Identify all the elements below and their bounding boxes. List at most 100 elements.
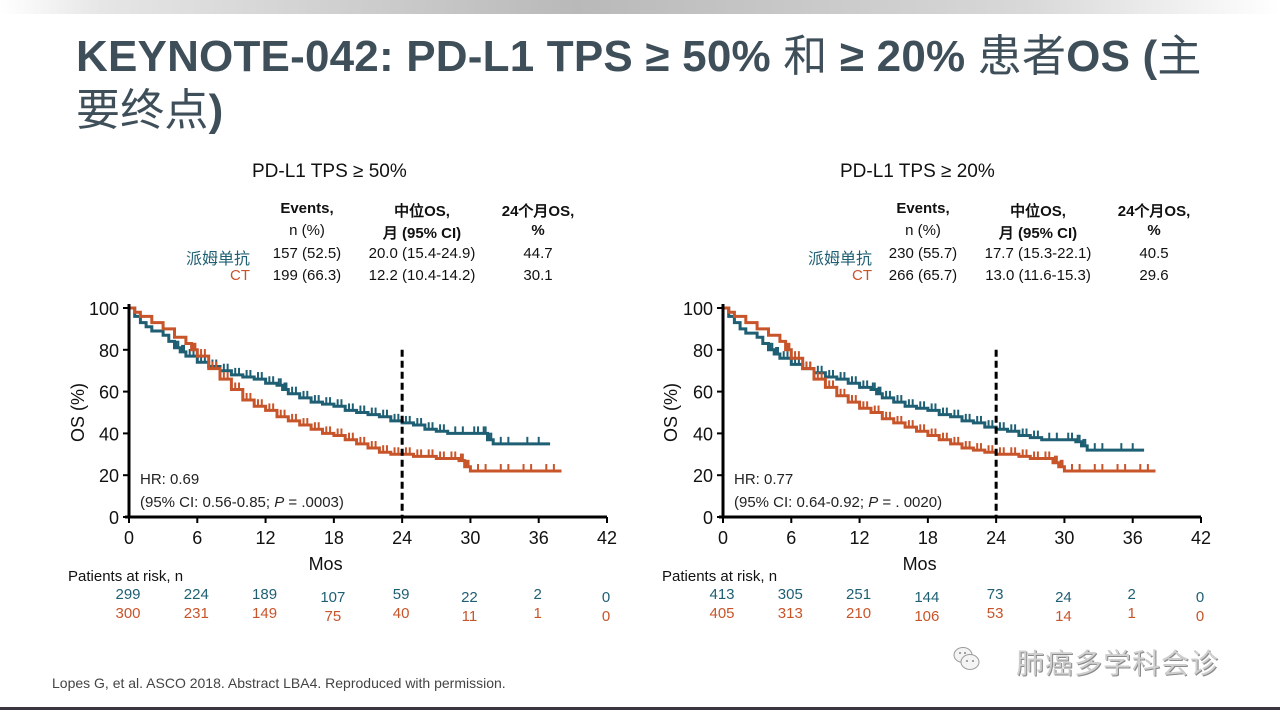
risk-count-ct: 0 <box>1195 608 1205 625</box>
header-median-sub: 月 (95% CI) <box>998 225 1078 242</box>
risk-count-ct: 210 <box>846 605 872 622</box>
risk-count-ct: 231 <box>183 605 209 622</box>
x-tick-label: 18 <box>324 528 344 548</box>
km-curve-ct <box>129 306 562 473</box>
risk-count-pembro: 251 <box>846 586 872 603</box>
risk-count-pembro: 73 <box>986 586 1004 603</box>
bottom-bar <box>0 707 1280 710</box>
y-tick-label: 100 <box>89 299 119 319</box>
x-tick-label: 0 <box>718 528 728 548</box>
risk-count-pembro: 224 <box>183 586 209 603</box>
row-median-ct: 13.0 (11.6-15.3) <box>985 267 1091 284</box>
row-events-pembro: 230 (55.7) <box>888 245 958 262</box>
confidence-interval-text: (95% CI: 0.64-0.92; P = . 0020) <box>734 494 942 511</box>
slide-title: KEYNOTE-042: PD-L1 TPS ≥ 50% 和 ≥ 20% 患者O… <box>76 30 1206 138</box>
top-gradient-bar <box>0 0 1280 14</box>
row-arm-pembro: 派姆单抗 <box>807 251 872 268</box>
confidence-interval-text: (95% CI: 0.56-0.85; P = .0003) <box>140 494 344 511</box>
title-text-2: ≥ 20% <box>827 32 978 81</box>
row-os24-pembro: 40.5 <box>1139 245 1169 262</box>
risk-count-ct: 11 <box>461 608 478 625</box>
citation-footnote: Lopes G, et al. ASCO 2018. Abstract LBA4… <box>52 675 506 691</box>
row-median-pembro: 20.0 (15.4-24.9) <box>368 245 476 262</box>
y-tick-label: 0 <box>109 508 119 528</box>
hazard-ratio-text: HR: 0.69 <box>140 471 199 488</box>
row-os24-pembro: 44.7 <box>523 245 553 262</box>
header-os24-sub: % <box>531 222 545 239</box>
y-axis-label: OS (%) <box>661 383 681 442</box>
risk-count-ct: 106 <box>914 608 940 625</box>
risk-count-pembro: 189 <box>252 586 278 603</box>
y-tick-label: 80 <box>693 341 713 361</box>
title-text-3: OS ( <box>1066 32 1158 81</box>
x-axis-label: Mos <box>309 554 343 574</box>
row-events-pembro: 157 (52.5) <box>272 245 342 262</box>
x-tick-label: 24 <box>392 528 412 548</box>
header-os24: 24个月OS, <box>1117 203 1191 220</box>
panel-title-tps20: PD-L1 TPS ≥ 20% <box>840 161 995 182</box>
x-tick-label: 0 <box>124 528 134 548</box>
header-os24-sub: % <box>1147 222 1161 239</box>
x-tick-label: 24 <box>986 528 1006 548</box>
risk-count-ct: 0 <box>601 608 611 625</box>
risk-count-pembro: 299 <box>115 586 141 603</box>
risk-count-pembro: 107 <box>320 589 346 606</box>
risk-count-ct: 1 <box>533 605 542 622</box>
y-tick-label: 80 <box>99 341 119 361</box>
risk-count-ct: 313 <box>777 605 803 622</box>
x-axis-label: Mos <box>903 554 937 574</box>
header-events-sub: n (%) <box>289 222 325 239</box>
risk-count-pembro: 22 <box>461 589 478 606</box>
watermark-text: 肺癌多学科会诊 <box>1016 648 1220 679</box>
risk-count-pembro: 144 <box>914 589 940 606</box>
x-tick-label: 30 <box>1054 528 1074 548</box>
title-text-4: ) <box>208 86 224 135</box>
risk-count-ct: 53 <box>986 605 1004 622</box>
y-tick-label: 20 <box>693 466 713 486</box>
y-tick-label: 100 <box>683 299 713 319</box>
row-arm-ct: CT <box>852 267 872 284</box>
y-tick-label: 40 <box>99 424 119 444</box>
row-os24-ct: 29.6 <box>1139 267 1169 284</box>
x-tick-label: 36 <box>1123 528 1143 548</box>
risk-count-ct: 300 <box>115 605 141 622</box>
row-median-pembro: 17.7 (15.3-22.1) <box>984 245 1092 262</box>
row-arm-ct: CT <box>230 267 250 284</box>
row-events-ct: 199 (66.3) <box>272 267 342 284</box>
risk-count-ct: 405 <box>709 605 735 622</box>
y-tick-label: 60 <box>99 383 119 403</box>
panel-title-tps50: PD-L1 TPS ≥ 50% <box>252 161 407 182</box>
risk-count-pembro: 59 <box>392 586 410 603</box>
km-curve-ct <box>723 306 1156 473</box>
y-tick-label: 20 <box>99 466 119 486</box>
risk-count-pembro: 413 <box>709 586 735 603</box>
risk-count-pembro: 305 <box>777 586 803 603</box>
header-median: 中位OS, <box>1010 203 1066 220</box>
risk-count-pembro: 24 <box>1055 589 1072 606</box>
header-median: 中位OS, <box>394 203 450 220</box>
row-median-ct: 12.2 (10.4-14.2) <box>368 267 476 284</box>
risk-table-title: Patients at risk, n <box>662 568 778 585</box>
x-tick-label: 36 <box>529 528 549 548</box>
header-os24: 24个月OS, <box>501 203 575 220</box>
km-curve-pembro <box>129 306 551 446</box>
risk-count-ct: 75 <box>324 608 342 625</box>
risk-count-pembro: 0 <box>601 589 611 606</box>
y-tick-label: 40 <box>693 424 713 444</box>
title-text-cn-3: 主要终点 <box>76 32 1202 135</box>
header-events: Events, <box>280 200 334 217</box>
row-events-ct: 266 (65.7) <box>888 267 958 284</box>
header-events: Events, <box>896 200 950 217</box>
title-text-cn-1: 和 <box>783 32 828 81</box>
x-tick-label: 12 <box>256 528 276 548</box>
title-text-cn-2: 患者 <box>977 32 1067 81</box>
x-tick-label: 18 <box>918 528 938 548</box>
risk-count-ct: 14 <box>1055 608 1072 625</box>
wechat-icon <box>953 647 980 670</box>
row-arm-pembro: 派姆单抗 <box>185 251 250 268</box>
x-tick-label: 42 <box>1191 528 1211 548</box>
risk-count-ct: 40 <box>392 605 410 622</box>
risk-count-ct: 149 <box>252 605 278 622</box>
